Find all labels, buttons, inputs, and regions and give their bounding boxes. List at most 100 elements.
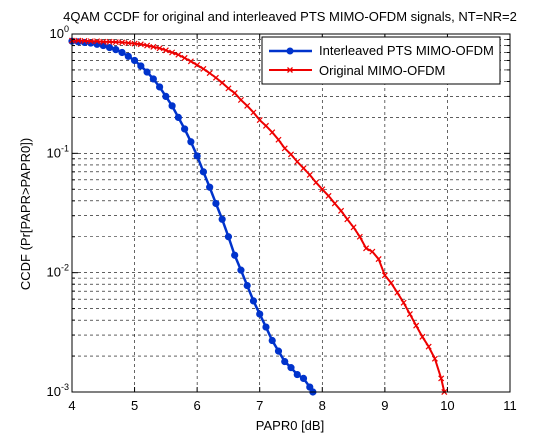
data-point [112, 39, 119, 46]
plot-series [68, 37, 448, 396]
data-point [237, 266, 245, 274]
data-point [231, 90, 238, 97]
data-point [281, 357, 289, 366]
data-point [212, 74, 219, 81]
data-point [262, 323, 270, 331]
data-point [193, 152, 201, 160]
data-point [319, 186, 326, 193]
data-point [269, 129, 276, 136]
y-tick-label-exponent: -2 [61, 263, 69, 273]
chart-title: 4QAM CCDF for original and interleaved P… [63, 9, 517, 24]
legend-label-interleaved: Interleaved PTS MIMO-OFDM [319, 43, 494, 58]
data-point [187, 58, 194, 65]
data-point [100, 38, 107, 45]
data-point [130, 56, 139, 65]
data-point [168, 102, 176, 110]
data-point [243, 281, 251, 290]
y-axis-label: CCDF (Pr[PAPR>PAPR0]) [18, 138, 33, 290]
data-point [375, 256, 382, 263]
series-line [71, 39, 314, 393]
x-tick-label: 9 [381, 398, 388, 413]
data-point [218, 215, 226, 223]
data-point [144, 42, 151, 49]
data-point [237, 96, 244, 103]
data-point [175, 51, 182, 58]
data-point [338, 207, 345, 214]
data-point [225, 85, 232, 92]
legend-label-original: Original MIMO-OFDM [319, 63, 445, 78]
data-point [369, 248, 376, 255]
data-point [162, 47, 169, 54]
data-point [344, 216, 351, 223]
data-point [162, 92, 170, 100]
y-tick-label: 100 [50, 24, 69, 41]
data-point [125, 40, 132, 47]
y-tick-label-base: 10 [47, 145, 61, 160]
data-point [212, 199, 220, 208]
x-tick-label: 11 [503, 398, 517, 413]
y-tick-label-exponent: -3 [61, 382, 69, 392]
data-point [169, 49, 176, 56]
data-point [119, 39, 126, 46]
data-point [106, 38, 113, 45]
data-point [400, 299, 407, 306]
data-point [181, 125, 189, 133]
data-point [431, 355, 438, 362]
x-axis-label: PAPR0 [dB] [256, 418, 324, 433]
data-point [262, 122, 269, 129]
legend-box [261, 36, 501, 85]
y-tick-label: 10-2 [47, 263, 69, 280]
data-point [224, 233, 233, 241]
data-point [105, 43, 114, 52]
data-point [112, 46, 120, 54]
data-point [406, 311, 413, 318]
data-point [249, 297, 258, 305]
y-tick-label-base: 10 [47, 384, 61, 399]
data-point [206, 70, 213, 77]
data-point [419, 333, 426, 340]
data-point [118, 48, 126, 57]
data-point [281, 145, 288, 152]
data-point [287, 151, 295, 158]
data-point [156, 45, 163, 52]
data-point [174, 113, 182, 122]
data-point [313, 179, 320, 186]
data-point [75, 37, 82, 44]
data-point [206, 183, 214, 191]
data-point [306, 171, 313, 178]
data-point [394, 289, 401, 296]
y-tick-label: 10-1 [47, 143, 69, 160]
data-point [219, 79, 226, 86]
data-point [256, 117, 263, 124]
data-point [187, 138, 195, 146]
x-tick-label: 6 [194, 398, 201, 413]
plot-frame [71, 33, 511, 393]
data-point [274, 347, 283, 355]
x-tick-label: 8 [319, 398, 326, 413]
data-point [137, 41, 144, 48]
x-tick-label: 5 [131, 398, 138, 413]
data-point [287, 364, 295, 372]
data-point [194, 61, 201, 69]
data-point [356, 233, 363, 240]
data-point [438, 375, 445, 382]
data-point [199, 168, 207, 176]
data-point [350, 224, 357, 231]
data-point [294, 158, 301, 165]
data-point [99, 41, 107, 50]
data-point [293, 370, 301, 379]
y-tick-label-exponent: -1 [61, 143, 69, 153]
data-point [363, 245, 370, 252]
axis-ticks [71, 34, 511, 393]
data-point [413, 322, 420, 329]
data-point [231, 251, 239, 259]
legend-marker-original [287, 67, 293, 73]
grid [72, 34, 510, 392]
data-point [137, 62, 145, 70]
data-point [325, 192, 332, 199]
data-point [181, 54, 188, 61]
data-point [268, 336, 276, 345]
